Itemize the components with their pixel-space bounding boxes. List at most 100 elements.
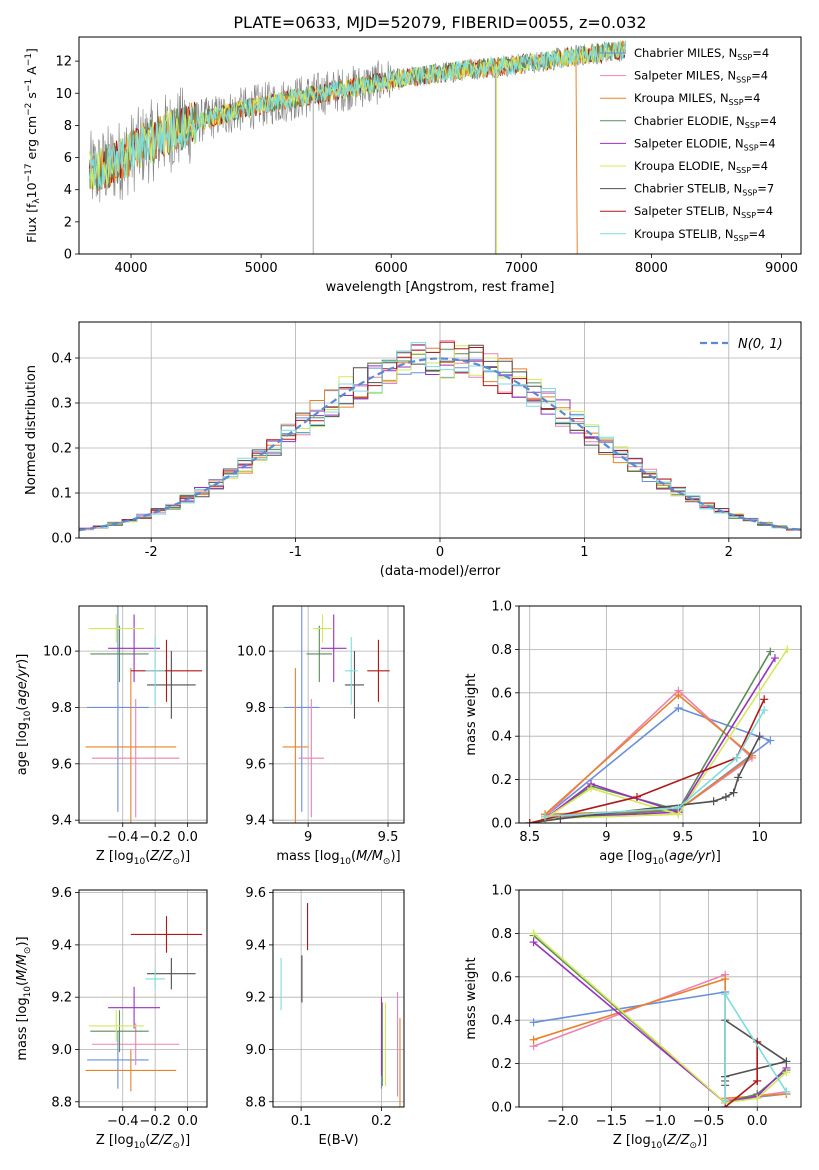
x-axis-label: (data-model)/error <box>380 564 501 579</box>
y-tick-label: 9.6 <box>51 757 72 772</box>
y-tick-label: 8.8 <box>51 1095 72 1110</box>
axes-frame <box>272 889 405 1108</box>
x-tick-label: 9.5 <box>673 830 694 845</box>
marker-kroupa_stelib <box>760 706 769 715</box>
series-kroupa_stelib <box>724 991 788 1101</box>
x-tick-label: −1.5 <box>596 1114 628 1129</box>
y-axis-label: Flux [fλ10−17 erg cm−2 s−1 A−1] <box>24 48 42 243</box>
age_vs_Z-points <box>85 606 203 823</box>
y-tick-label: 1.0 <box>491 884 512 899</box>
axes-frame <box>78 321 802 539</box>
axes-frame <box>78 36 802 255</box>
y-tick-label: 8.8 <box>245 1095 266 1110</box>
marker-kroupa_stelib <box>721 1096 730 1105</box>
age_vs_Z-panel: −0.4 −0.2 0.0 9.4 9.6 9.8 10.0 Z [log10(Z/Z⊙)] a… <box>15 605 208 867</box>
x-tick-label: -1 <box>289 545 302 560</box>
y-tick-label: 9.6 <box>245 886 266 901</box>
y-axis-label: age [log10(age/yr)] <box>15 654 33 776</box>
legend-entry: Chabrier STELIB, NSSP=7 <box>634 182 774 198</box>
legend-entry: Kroupa ELODIE, NSSP=4 <box>634 159 768 175</box>
y-tick-label: 0.2 <box>51 442 72 457</box>
y-tick-label: 0.0 <box>491 1101 512 1116</box>
x-tick-label: −1.0 <box>644 1114 676 1129</box>
legend-entry: Salpeter MILES, NSSP=4 <box>634 69 768 85</box>
marker-chabrier_stelib <box>729 788 738 797</box>
marker-chabrier_elodie <box>766 647 775 656</box>
x-axis-label: E(B-V) <box>318 1133 358 1148</box>
x-tick-label: −0.4 <box>107 830 139 845</box>
axes-frame <box>78 605 208 824</box>
axes-frame <box>518 889 802 1108</box>
x-tick-label: 0.0 <box>177 1114 198 1129</box>
mass_vs_Z-points <box>85 916 203 1092</box>
series-chabrier_miles <box>544 707 772 818</box>
marker-kroupa_stelib <box>674 803 683 812</box>
series-salpeter_elodie <box>544 657 776 820</box>
x-axis-label: Z [log10(Z/Z⊙)] <box>96 1133 190 1151</box>
y-tick-label: 0.4 <box>491 730 512 745</box>
y-tick-label: 10.0 <box>237 645 266 660</box>
chart-panels: 4000 5000 6000 7000 8000 9000024681012Chabrie… <box>15 36 802 1151</box>
x-axis-label: wavelength [Angstrom, rest frame] <box>326 280 555 295</box>
legend-entry: Kroupa STELIB, NSSP=4 <box>634 227 765 243</box>
residuals-panel: -2 -1 0 1 2 0.0 0.1 0.2 0.3 0.4 N(0, 1) (data-model… <box>24 321 802 579</box>
x-tick-label: 6000 <box>375 261 408 276</box>
normal-curve <box>79 357 801 532</box>
x-tick-label: −0.2 <box>139 1114 171 1129</box>
y-tick-label: 0.2 <box>491 1057 512 1072</box>
y-tick-label: 0 <box>64 248 72 263</box>
x-tick-label: 0 <box>436 545 444 560</box>
y-tick-label: 0.1 <box>51 487 72 502</box>
y-tick-label: 1.0 <box>491 600 512 615</box>
y-tick-label: 2 <box>64 215 72 230</box>
y-tick-label: 4 <box>64 183 72 198</box>
x-tick-label: 9 <box>602 830 610 845</box>
x-tick-label: 1 <box>580 545 588 560</box>
spectrum-legend: Chabrier MILES, NSSP=4 Salpeter MILES, NS… <box>600 46 777 243</box>
series-chabrier_stelib <box>724 1018 789 1086</box>
y-tick-label: 8 <box>64 119 72 134</box>
marker-chabrier_stelib <box>734 773 743 782</box>
x-tick-label: 0.2 <box>371 1114 392 1129</box>
marker-chabrier_miles <box>529 1018 538 1027</box>
age_vs_mass-panel: 9 9.5 9.4 9.6 9.8 10.0 mass [log10(M/M⊙)] <box>237 605 405 867</box>
y-tick-label: 0.0 <box>51 532 72 547</box>
y-tick-label: 9.0 <box>245 1043 266 1058</box>
x-tick-label: 8000 <box>635 261 668 276</box>
spectrum-panel: 4000 5000 6000 7000 8000 9000 0 2 4 6 8 10 12 Chabrie… <box>24 36 802 295</box>
legend-entry: Kroupa MILES, NSSP=4 <box>634 91 760 107</box>
y-tick-label: 9.2 <box>245 991 266 1006</box>
marker-kroupa_elodie <box>529 929 538 938</box>
legend-entry: Salpeter STELIB, NSSP=4 <box>634 204 773 220</box>
marker-kroupa_stelib <box>541 812 550 821</box>
axes-frame <box>272 605 405 824</box>
weight_vs_age-panel: 8.5 9 9.5 10 0.0 0.2 0.4 0.6 0.8 1.0 age [log10(ag… <box>464 600 802 867</box>
y-tick-label: 6 <box>64 151 72 166</box>
marker-kroupa_elodie <box>783 645 792 654</box>
spectrum-lines <box>88 40 626 254</box>
y-tick-label: 9.6 <box>51 886 72 901</box>
y-tick-label: 9.6 <box>245 757 266 772</box>
series-salpeter_stelib <box>529 698 765 823</box>
x-tick-label: 5000 <box>245 261 278 276</box>
y-axis-label: mass [log10(M/M⊙)] <box>15 936 33 1060</box>
mass_vs_ebv-panel: 0.1 0.2 8.8 9.0 9.2 9.4 9.6 E(B-V) <box>245 886 405 1148</box>
weight_vs_Z-series <box>529 929 791 1107</box>
axes-frame <box>78 889 208 1108</box>
x-tick-label: 10 <box>751 830 768 845</box>
legend-entry: N(0, 1) <box>738 337 783 352</box>
weight_vs_age-series <box>525 645 792 823</box>
model-spectrum-kroupa_stelib <box>88 40 626 190</box>
y-tick-label: 10 <box>55 87 72 102</box>
series-salpeter_elodie <box>533 941 787 1104</box>
legend-entry: Salpeter ELODIE, NSSP=4 <box>634 136 776 152</box>
x-tick-label: 9.5 <box>378 830 399 845</box>
series-salpeter_stelib <box>724 1041 759 1107</box>
legend-entry: Chabrier ELODIE, NSSP=4 <box>634 114 777 130</box>
series-kroupa_stelib <box>545 709 765 818</box>
marker-salpeter_elodie <box>529 938 538 947</box>
y-tick-label: 9.2 <box>51 991 72 1006</box>
x-axis-label: mass [log10(M/M⊙)] <box>276 849 400 867</box>
marker-salpeter_elodie <box>770 654 779 663</box>
